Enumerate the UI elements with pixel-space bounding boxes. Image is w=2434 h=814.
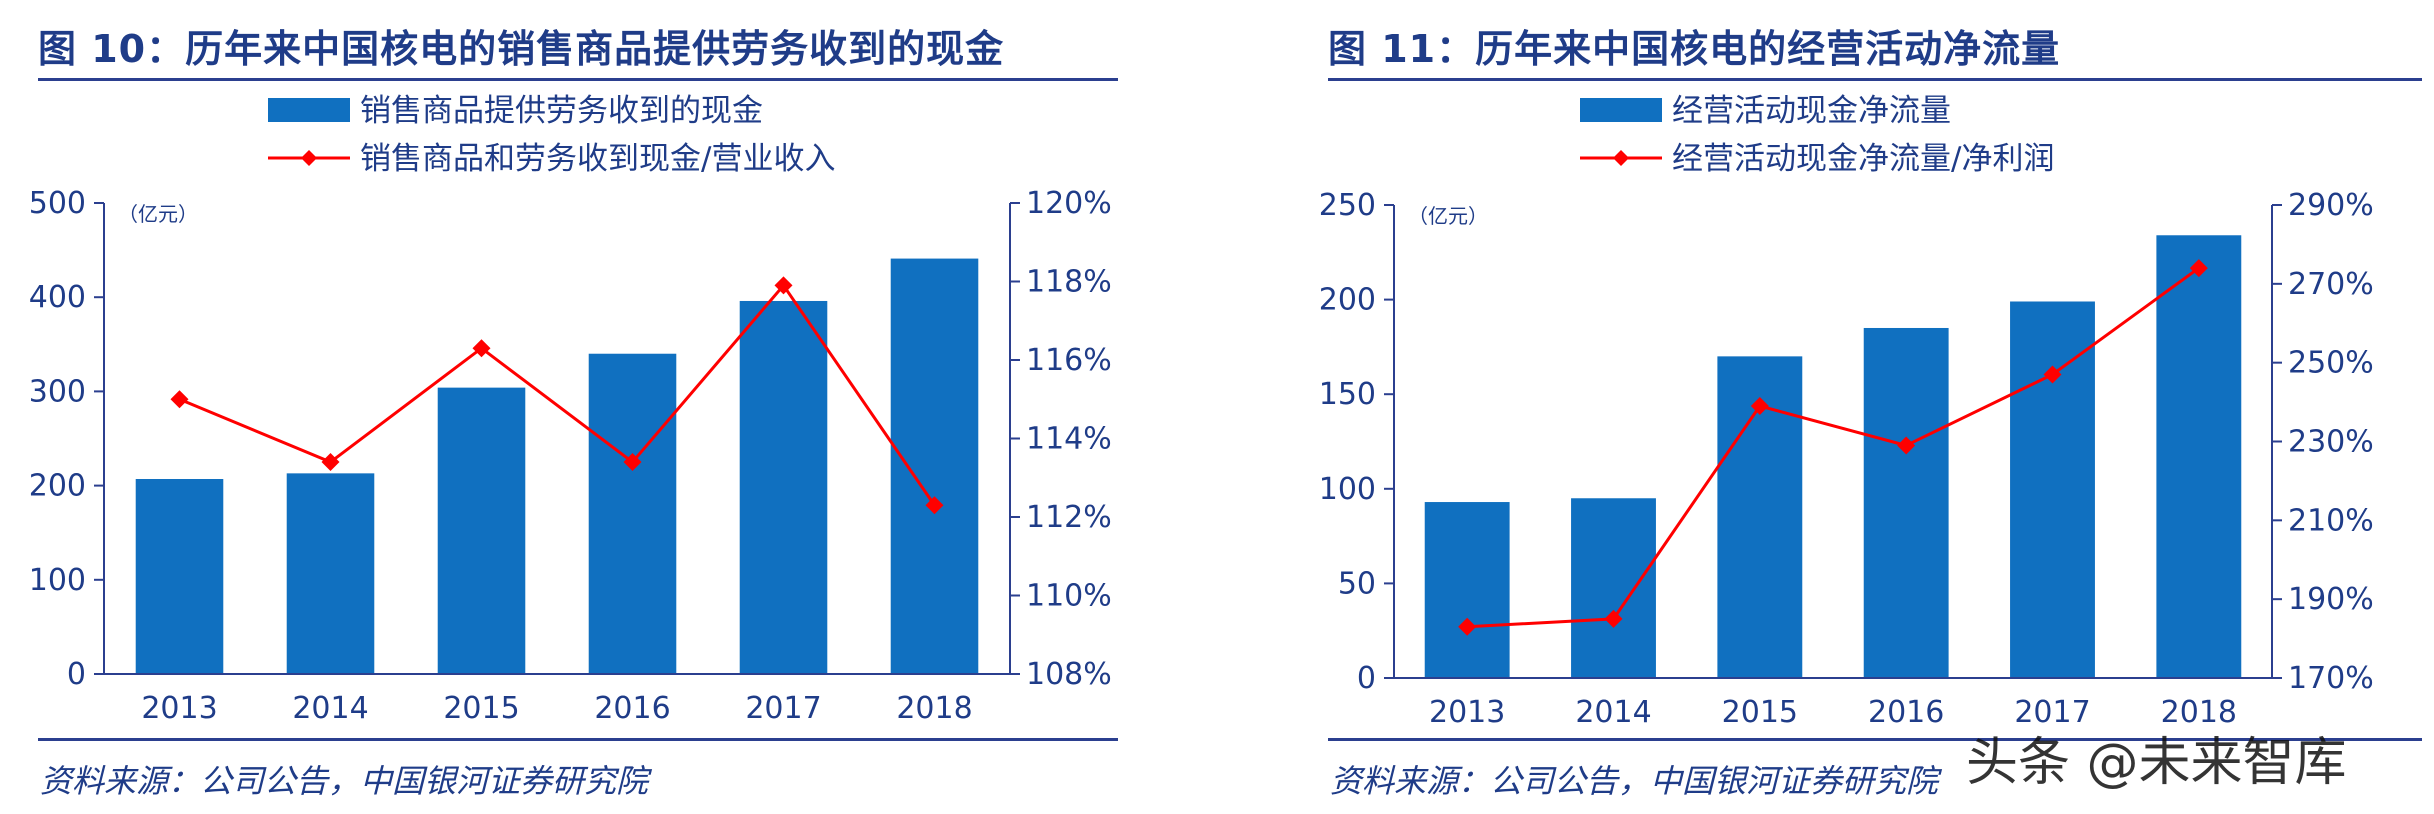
source-note: 资料来源：公司公告，中国银河证券研究院	[1330, 762, 1939, 800]
chart-title: 图 10：历年来中国核电的销售商品提供劳务收到的现金	[38, 27, 1005, 71]
line-point	[321, 453, 340, 472]
y2-tick-label: 250%	[2288, 346, 2374, 381]
y-tick-label: 300	[29, 374, 86, 409]
y2-tick-label: 118%	[1026, 265, 1112, 300]
y-tick-label: 500	[29, 186, 86, 221]
line-point	[170, 390, 189, 409]
y-tick-label: 100	[29, 563, 86, 598]
line-point	[925, 496, 944, 515]
y-tick-label: 250	[1319, 188, 1376, 223]
x-tick-label: 2017	[745, 691, 821, 726]
x-tick-label: 2018	[896, 691, 972, 726]
unit-label: （亿元）	[118, 202, 198, 226]
y2-tick-label: 270%	[2288, 267, 2374, 302]
y-tick-label: 200	[1319, 283, 1376, 318]
legend-bar-swatch	[268, 98, 350, 122]
bar	[135, 479, 224, 674]
chart-panel-11: 图 11：历年来中国核电的经营活动净流量 经营活动现金净流量经营活动现金净流量/…	[1290, 0, 2434, 814]
unit-label: （亿元）	[1408, 204, 1488, 228]
y2-tick-label: 170%	[2288, 661, 2374, 696]
y-tick-label: 0	[1357, 661, 1376, 696]
line-point	[1604, 609, 1623, 628]
legend-bar-swatch	[1580, 98, 1662, 122]
y2-tick-label: 190%	[2288, 582, 2374, 617]
series-line	[1467, 266, 2200, 629]
y2-tick-label: 290%	[2288, 188, 2374, 223]
line-point	[1897, 436, 1916, 455]
legend-label: 经营活动现金净流量/净利润	[1672, 141, 2054, 177]
chart-title: 图 11：历年来中国核电的经营活动净流量	[1328, 27, 2061, 71]
legend-label: 销售商品和劳务收到现金/营业收入	[360, 141, 835, 177]
y-tick-label: 200	[29, 469, 86, 504]
title-rule	[1328, 78, 2422, 81]
line-point	[2189, 259, 2208, 278]
y-tick-label: 0	[67, 657, 86, 692]
x-tick-label: 2014	[1575, 695, 1651, 730]
footer-rule	[1328, 738, 2422, 741]
y2-tick-label: 210%	[2288, 503, 2374, 538]
watermark-text: 头条 @未来智库	[1966, 733, 2347, 793]
bar	[1571, 498, 1656, 678]
bar	[2156, 235, 2242, 678]
chart-panel-10: 图 10：历年来中国核电的销售商品提供劳务收到的现金 销售商品提供劳务收到的现金…	[0, 0, 1140, 814]
y2-tick-label: 116%	[1026, 343, 1112, 378]
y2-tick-label: 110%	[1026, 579, 1112, 614]
y-tick-label: 400	[29, 280, 86, 315]
bar	[1424, 502, 1510, 678]
title-rule	[38, 78, 1118, 81]
y2-tick-label: 120%	[1026, 186, 1112, 221]
x-tick-label: 2018	[2161, 695, 2237, 730]
x-tick-label: 2016	[1868, 695, 1944, 730]
bar	[739, 300, 828, 674]
legend-label: 经营活动现金净流量	[1672, 93, 1951, 129]
line-point	[2043, 365, 2062, 384]
bar	[437, 387, 526, 674]
x-tick-label: 2017	[2014, 695, 2090, 730]
legend-label: 销售商品提供劳务收到的现金	[360, 93, 763, 129]
line-point	[1750, 397, 1769, 416]
footer-rule	[38, 738, 1118, 741]
bar	[588, 353, 677, 674]
bar	[1863, 327, 1949, 678]
bar	[286, 473, 375, 674]
bar	[890, 258, 979, 674]
line-point	[623, 453, 642, 472]
x-tick-label: 2015	[443, 691, 519, 726]
y-tick-label: 50	[1338, 566, 1376, 601]
x-tick-label: 2013	[141, 691, 217, 726]
y2-tick-label: 108%	[1026, 657, 1112, 692]
legend-marker	[1613, 150, 1629, 166]
line-point	[1458, 617, 1477, 636]
bar	[2010, 301, 2095, 678]
y-tick-label: 100	[1319, 472, 1376, 507]
source-note: 资料来源：公司公告，中国银河证券研究院	[40, 762, 649, 800]
x-tick-label: 2014	[292, 691, 368, 726]
y2-tick-label: 114%	[1026, 422, 1112, 457]
x-tick-label: 2016	[594, 691, 670, 726]
legend-marker	[301, 150, 317, 166]
x-tick-label: 2013	[1429, 695, 1505, 730]
line-point	[472, 339, 491, 358]
series-line	[178, 282, 936, 507]
y2-tick-label: 112%	[1026, 500, 1112, 535]
y2-tick-label: 230%	[2288, 425, 2374, 460]
line-point	[774, 276, 793, 295]
y-tick-label: 150	[1319, 377, 1376, 412]
x-tick-label: 2015	[1722, 695, 1798, 730]
